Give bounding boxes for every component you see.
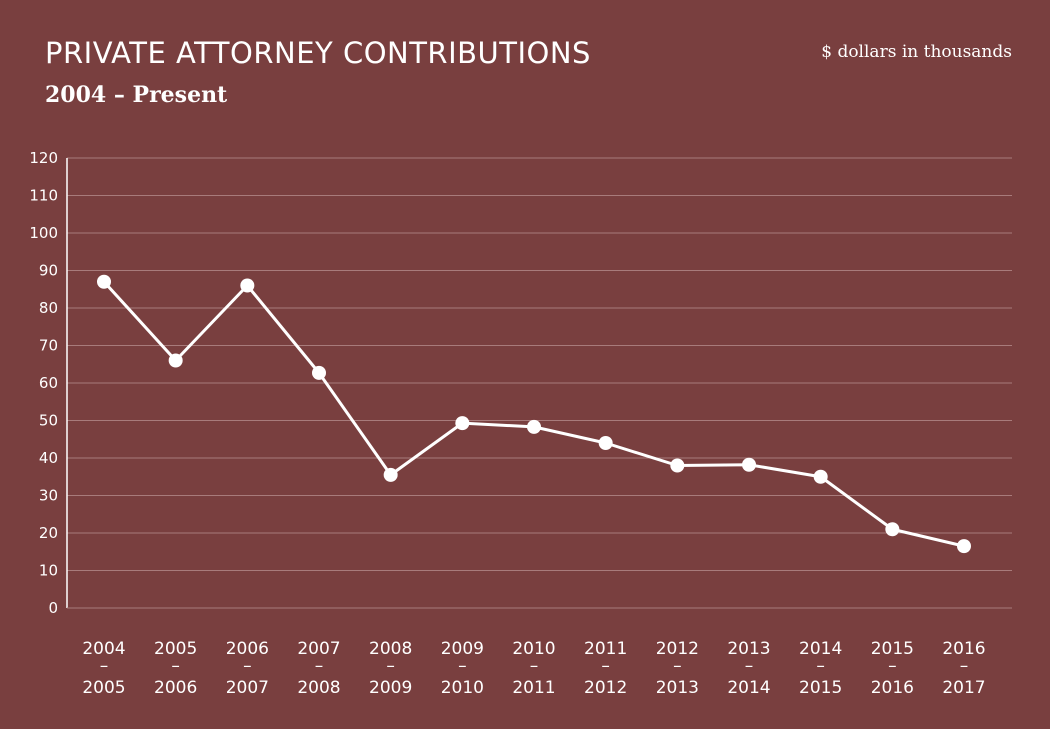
x-tick-label-line: 2012: [656, 639, 699, 659]
x-tick-label-line: –: [458, 656, 467, 676]
x-tick-label-line: 2015: [871, 639, 914, 659]
x-tick-label-line: –: [530, 656, 539, 676]
data-point: [598, 436, 613, 450]
units-note: $ dollars in thousands: [821, 42, 1012, 62]
x-tick-label-line: 2010: [512, 639, 555, 659]
y-tick-label: 80: [39, 299, 58, 317]
y-tick-label: 90: [39, 262, 58, 280]
x-tick-label: 2016–2017: [942, 639, 985, 698]
data-point: [168, 353, 183, 368]
data-point: [885, 522, 900, 537]
x-tick-label-line: 2016: [942, 639, 985, 659]
x-tick-label: 2008–2009: [369, 639, 412, 698]
data-point: [813, 469, 828, 484]
x-tick-label-line: 2005: [154, 639, 197, 659]
data-point: [312, 365, 326, 380]
x-tick-label-line: 2014: [799, 639, 842, 659]
y-tick-label: 70: [39, 337, 58, 355]
x-tick-label-line: 2006: [226, 639, 269, 659]
x-tick-label-line: 2004: [82, 639, 125, 659]
series-line: [102, 280, 965, 548]
x-tick-label-line: 2015: [799, 678, 842, 698]
data-point: [742, 457, 756, 472]
x-tick-label: 2005–2006: [154, 639, 197, 698]
y-tick-label: 110: [29, 187, 58, 205]
y-tick-label: 50: [39, 412, 58, 430]
x-tick-label-line: –: [171, 656, 180, 676]
x-tick-label: 2007–2008: [297, 639, 340, 698]
x-tick-label: 2015–2016: [871, 639, 914, 698]
x-tick-label-line: –: [888, 656, 897, 676]
x-tick-label-line: 2011: [584, 639, 627, 659]
x-tick-label-line: 2016: [871, 678, 914, 698]
x-tick-label-line: 2008: [369, 639, 412, 659]
x-tick-label-line: 2008: [297, 678, 340, 698]
x-tick-label-line: –: [386, 656, 395, 676]
y-tick-label: 0: [48, 599, 58, 617]
data-point: [957, 539, 971, 554]
x-tick-label-line: 2014: [727, 678, 770, 698]
x-tick-label-line: –: [816, 656, 825, 676]
x-tick-label-line: 2012: [584, 678, 627, 698]
x-tick-label-line: 2007: [226, 678, 269, 698]
x-tick-label: 2006–2007: [226, 639, 269, 698]
x-tick-label-line: 2013: [656, 678, 699, 698]
y-tick-label: 10: [39, 562, 58, 580]
y-tick-label: 40: [39, 449, 58, 467]
x-tick-label-line: –: [100, 656, 109, 676]
data-point: [670, 458, 685, 473]
x-tick-label-line: 2006: [154, 678, 197, 698]
x-tick-label-line: 2013: [727, 639, 770, 659]
y-tick-label: 100: [29, 224, 58, 242]
y-tick-label: 120: [29, 149, 58, 167]
x-tick-label: 2013–2014: [727, 639, 770, 698]
x-tick-label-line: 2017: [942, 678, 985, 698]
data-point: [455, 416, 470, 431]
x-tick-label-line: –: [960, 656, 969, 676]
x-tick-label-line: –: [601, 656, 610, 676]
x-tick-label: 2011–2012: [584, 639, 627, 698]
x-tick-label-line: 2009: [441, 639, 484, 659]
x-tick-label-line: 2007: [297, 639, 340, 659]
data-point: [240, 278, 255, 293]
chart-title: PRIVATE ATTORNEY CONTRIBUTIONS: [45, 36, 591, 70]
y-tick-label: 60: [39, 374, 58, 392]
x-tick-label-line: –: [745, 656, 754, 676]
x-tick-label: 2010–2011: [512, 639, 555, 698]
x-tick-label: 2004–2005: [82, 639, 125, 698]
y-tick-label: 20: [39, 524, 58, 542]
data-point: [383, 467, 398, 482]
x-tick-label-line: –: [243, 656, 252, 676]
x-tick-label: 2014–2015: [799, 639, 842, 698]
x-tick-label-line: –: [315, 656, 324, 676]
x-tick-label-line: 2011: [512, 678, 555, 698]
x-tick-label-line: 2005: [82, 678, 125, 698]
y-tick-label: 30: [39, 487, 58, 505]
data-point: [97, 274, 111, 289]
chart-subtitle: 2004 – Present: [45, 82, 228, 108]
x-tick-label: 2012–2013: [656, 639, 699, 698]
data-point: [527, 419, 541, 434]
x-tick-label-line: 2010: [441, 678, 484, 698]
x-tick-label-line: –: [673, 656, 682, 676]
x-tick-label-line: 2009: [369, 678, 412, 698]
x-tick-label: 2009–2010: [441, 639, 484, 698]
